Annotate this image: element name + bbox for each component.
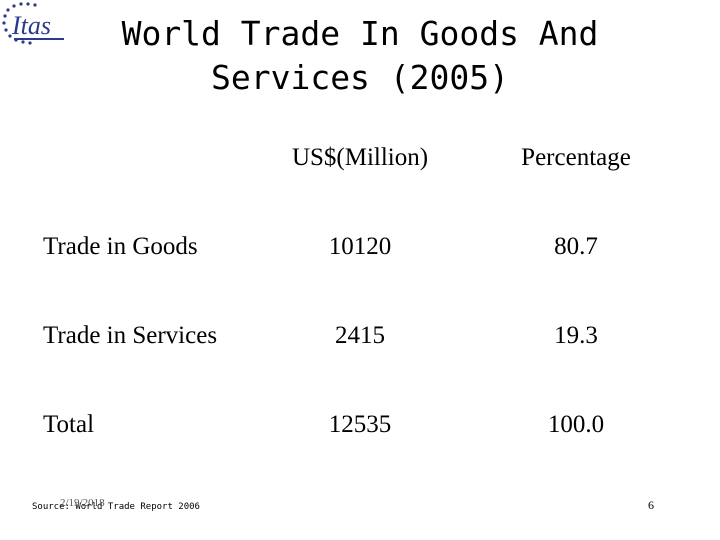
footer-source: Source: World Trade Report 2006 [32,502,200,512]
slide-title: World Trade In Goods And Services (2005) [121,14,599,97]
cell-services-usd: 2415 [335,322,385,349]
row-label-goods: Trade in Goods [43,233,198,260]
cell-total-usd: 12535 [328,411,392,438]
svg-text:Itas: Itas [11,11,51,40]
column-header-usd: US$(Million) [291,144,429,171]
logo: Itas [0,0,80,52]
row-label-total: Total [43,411,95,438]
row-label-services: Trade in Services [43,322,218,349]
cell-goods-usd: 10120 [328,233,392,260]
cell-services-percentage: 19.3 [554,322,598,349]
page-number: 6 [648,498,654,512]
cell-total-percentage: 100.0 [547,411,605,438]
footer-date: 2/19/2018 [60,497,105,509]
logo-graphic: Itas [2,2,64,45]
cell-goods-percentage: 80.7 [554,233,598,260]
column-header-percentage: Percentage [521,144,631,171]
